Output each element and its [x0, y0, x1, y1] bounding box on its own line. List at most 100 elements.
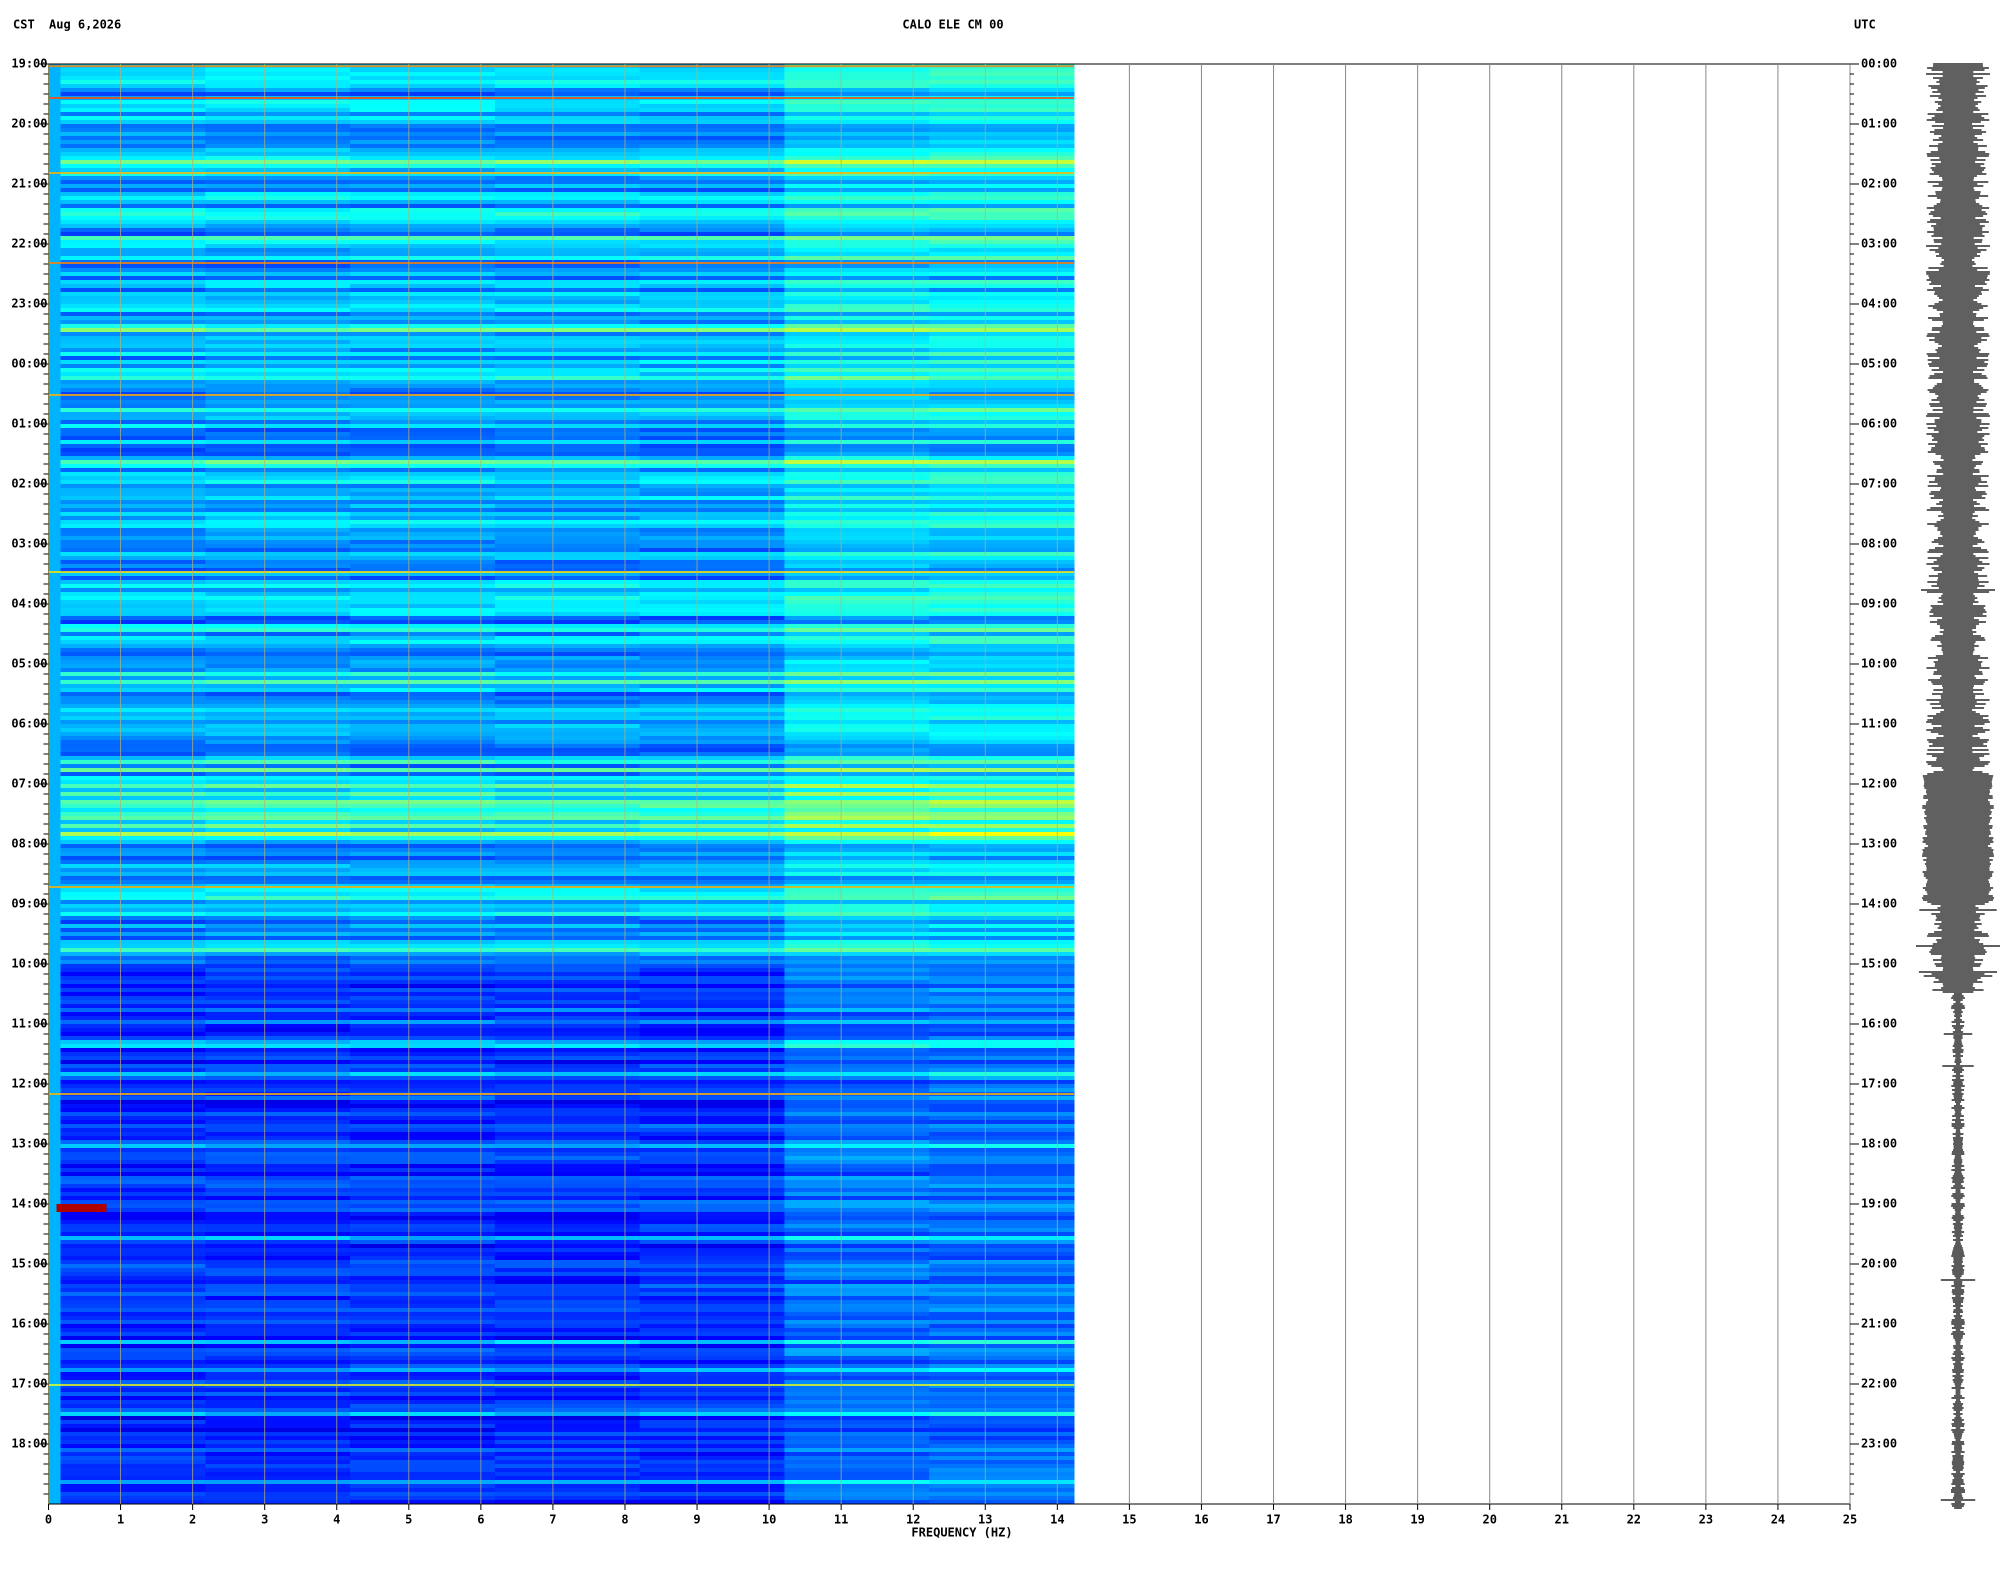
spectrogram-cell — [494, 1148, 641, 1153]
spectrogram-cell — [929, 912, 1075, 917]
spectrogram-cell — [784, 92, 930, 97]
spectrogram-cell — [639, 952, 785, 957]
spectrogram-cell — [205, 280, 351, 285]
spectrogram-cell — [350, 232, 496, 237]
spectrogram-cell — [494, 1252, 641, 1257]
y-left-label: 16:00 — [11, 1317, 47, 1331]
spectrogram-cell — [60, 696, 206, 701]
spectrogram-cell — [205, 1276, 351, 1281]
spectrogram-cell — [350, 1316, 496, 1321]
spectrogram-cell — [205, 464, 351, 469]
spectrogram-cell — [60, 1328, 206, 1333]
spectrogram-cell — [639, 308, 785, 313]
spectrogram-cell — [929, 1076, 1075, 1081]
spectrogram-cell — [205, 1376, 351, 1381]
spectrogram-cell — [205, 116, 351, 121]
spectrogram-cell — [60, 564, 206, 569]
spectrogram-cell — [784, 912, 930, 917]
spectrogram-cell — [784, 500, 930, 505]
spectrogram-cell — [929, 656, 1075, 661]
spectrogram-cell — [60, 1200, 206, 1205]
spectrogram-cell — [60, 768, 206, 773]
spectrogram-cell — [494, 1300, 641, 1305]
spectrogram-cell — [784, 448, 930, 453]
spectrogram-cell — [350, 1380, 496, 1385]
spectrogram-cell — [494, 728, 641, 733]
spectrogram-cell — [494, 1064, 641, 1069]
spectrogram-cell — [639, 448, 785, 453]
spectrogram-cell — [494, 292, 641, 297]
spectrogram-cell — [784, 200, 930, 205]
spectrogram-cell — [205, 1392, 351, 1397]
spectrogram-cell — [60, 1408, 206, 1413]
spectrogram-cell — [494, 664, 641, 669]
spectrogram-cell — [60, 1224, 206, 1229]
spectrogram-cell — [60, 876, 206, 881]
spectrogram-cell — [350, 1228, 496, 1233]
spectrogram-cell — [639, 188, 785, 193]
spectrogram-cell — [784, 1300, 930, 1305]
spectrogram-cell — [205, 1372, 351, 1377]
spectrogram-cell — [639, 972, 785, 977]
spectrogram-cell — [60, 888, 206, 893]
spectrogram-cell — [784, 544, 930, 549]
spectrogram-cell — [60, 236, 206, 241]
spectrogram-cell — [494, 232, 641, 237]
spectrogram-cell — [350, 1036, 496, 1041]
spectrogram-cell — [60, 908, 206, 913]
spectrogram-cell — [784, 756, 930, 761]
spectrogram-cell — [639, 960, 785, 965]
spectrogram-cell — [350, 652, 496, 657]
spectrogram-cell — [639, 1196, 785, 1201]
spectrogram-cell — [784, 1148, 930, 1153]
spectrogram-cell — [929, 768, 1075, 773]
y-left-label: 09:00 — [11, 897, 47, 911]
y-left-label: 17:00 — [11, 1377, 47, 1391]
spectrogram-cell — [350, 1236, 496, 1241]
spectrogram-cell — [639, 1372, 785, 1377]
spectrogram-cell — [929, 640, 1075, 645]
spectrogram-cell — [350, 704, 496, 709]
spectrogram-cell — [929, 1004, 1075, 1009]
spectrogram-cell — [494, 1088, 641, 1093]
spectrogram-cell — [639, 1248, 785, 1253]
spectrogram-cell — [60, 68, 206, 73]
spectrogram-cell — [784, 528, 930, 533]
spectrogram-cell — [205, 700, 351, 705]
x-tick-label: 7 — [549, 1513, 556, 1527]
spectrogram-cell — [494, 488, 641, 493]
spectrogram-cell — [60, 1212, 206, 1217]
spectrogram-cell — [494, 104, 641, 109]
spectrogram-cell — [784, 1380, 930, 1385]
spectrogram-cell — [784, 140, 930, 145]
spectrogram-cell — [60, 1500, 206, 1505]
spectrogram-cell — [60, 656, 206, 661]
x-tick-label: 22 — [1627, 1513, 1641, 1527]
spectrogram-cell — [350, 1312, 496, 1317]
spectrogram-cell — [494, 220, 641, 225]
spectrogram-cell — [639, 196, 785, 201]
spectrogram-cell — [784, 232, 930, 237]
spectrogram-cell — [494, 800, 641, 805]
spectrogram-cell — [784, 592, 930, 597]
spectrogram-cell — [929, 304, 1075, 309]
spectrogram-cell — [205, 1080, 351, 1085]
spectrogram-cell — [350, 684, 496, 689]
spectrogram-cell — [929, 988, 1075, 993]
spectrogram-cell — [494, 816, 641, 821]
spectrogram-cell — [494, 1312, 641, 1317]
spectrogram-cell — [494, 708, 641, 713]
spectrogram-cell — [350, 372, 496, 377]
spectrogram-cell — [639, 444, 785, 449]
spectrogram-cell — [205, 520, 351, 525]
spectrogram-cell — [350, 1232, 496, 1237]
spectrogram-cell — [929, 112, 1075, 117]
spectrogram-cell — [494, 1036, 641, 1041]
spectrogram-cell — [350, 188, 496, 193]
spectrogram-cell — [350, 216, 496, 221]
spectrogram-cell — [639, 1032, 785, 1037]
seismogram — [1915, 63, 2001, 1509]
spectrogram-cell — [929, 1500, 1075, 1505]
spectrogram-cell — [205, 120, 351, 125]
spectrogram-cell — [60, 708, 206, 713]
